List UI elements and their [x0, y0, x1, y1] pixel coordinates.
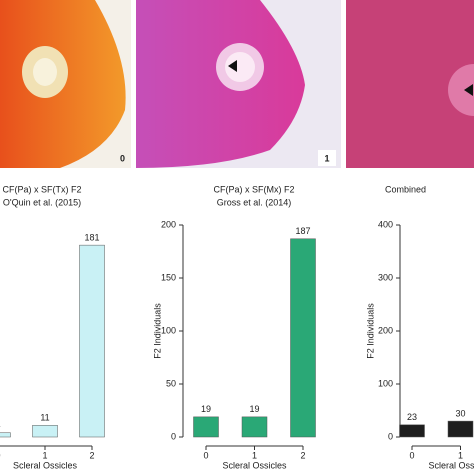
eye — [448, 64, 474, 116]
chart-title: CF(Pa) x SF(Mx) F2 — [214, 184, 295, 194]
value-label: 19 — [201, 404, 211, 414]
bar — [241, 416, 268, 438]
photo-panels: 0 1 — [0, 0, 474, 168]
x-axis-label: Scleral Ossicles — [428, 460, 474, 470]
x-axis-label: Scleral Ossicles — [222, 460, 287, 470]
x-tick-label: 2 — [300, 450, 305, 460]
x-tick-label: 1 — [42, 450, 47, 460]
bar — [447, 420, 474, 438]
y-axis-label: F2 Individuals — [365, 303, 375, 359]
eye-center — [225, 52, 255, 82]
chart-subtitle: Gross et al. (2014) — [217, 197, 292, 207]
chart-title: CF(Pa) x SF(Tx) F2 — [3, 184, 82, 194]
x-tick-label: 0 — [203, 450, 208, 460]
y-tick-label: 0 — [171, 431, 176, 441]
x-tick-label: 2 — [89, 450, 94, 460]
value-label: 11 — [40, 413, 49, 423]
x-axis-label: Scleral Ossicles — [13, 460, 78, 470]
x-tick-label: 0 — [0, 450, 1, 460]
value-label: 23 — [407, 412, 417, 422]
y-axis-label: F2 Individuals — [152, 303, 162, 359]
chart-title: Combined — [385, 184, 426, 194]
y-tick-label: 150 — [161, 272, 176, 282]
photo-label: 1 — [324, 153, 329, 163]
x-tick-label: 1 — [252, 450, 257, 460]
bar — [79, 244, 105, 438]
y-tick-label: 100 — [161, 325, 176, 335]
value-label: 4 — [0, 420, 1, 430]
value-label: 181 — [84, 233, 99, 243]
bar — [290, 238, 316, 438]
y-tick-label: 100 — [378, 378, 393, 388]
arrowhead — [228, 60, 237, 72]
bar — [0, 432, 11, 438]
y-tick-label: 0 — [388, 431, 393, 441]
bar — [32, 425, 58, 438]
label-box — [318, 150, 336, 166]
y-tick-label: 400 — [378, 219, 393, 229]
photo-label: 0 — [120, 153, 125, 163]
value-label: 30 — [455, 408, 465, 418]
eye-center — [33, 58, 57, 86]
bar — [193, 416, 219, 438]
y-tick-label: 300 — [378, 272, 393, 282]
y-tick-label: 200 — [378, 325, 393, 335]
fish-head — [346, 0, 474, 168]
value-label: 19 — [249, 404, 259, 414]
x-tick-label: 1 — [458, 450, 463, 460]
y-tick-label: 200 — [161, 219, 176, 229]
x-tick-label: 0 — [409, 450, 414, 460]
chart-subtitle: O'Quin et al. (2015) — [3, 197, 81, 207]
y-tick-label: 50 — [166, 378, 176, 388]
fish-head — [136, 0, 305, 168]
arrowhead — [464, 84, 473, 96]
bar — [399, 424, 425, 438]
value-label: 187 — [295, 226, 310, 236]
